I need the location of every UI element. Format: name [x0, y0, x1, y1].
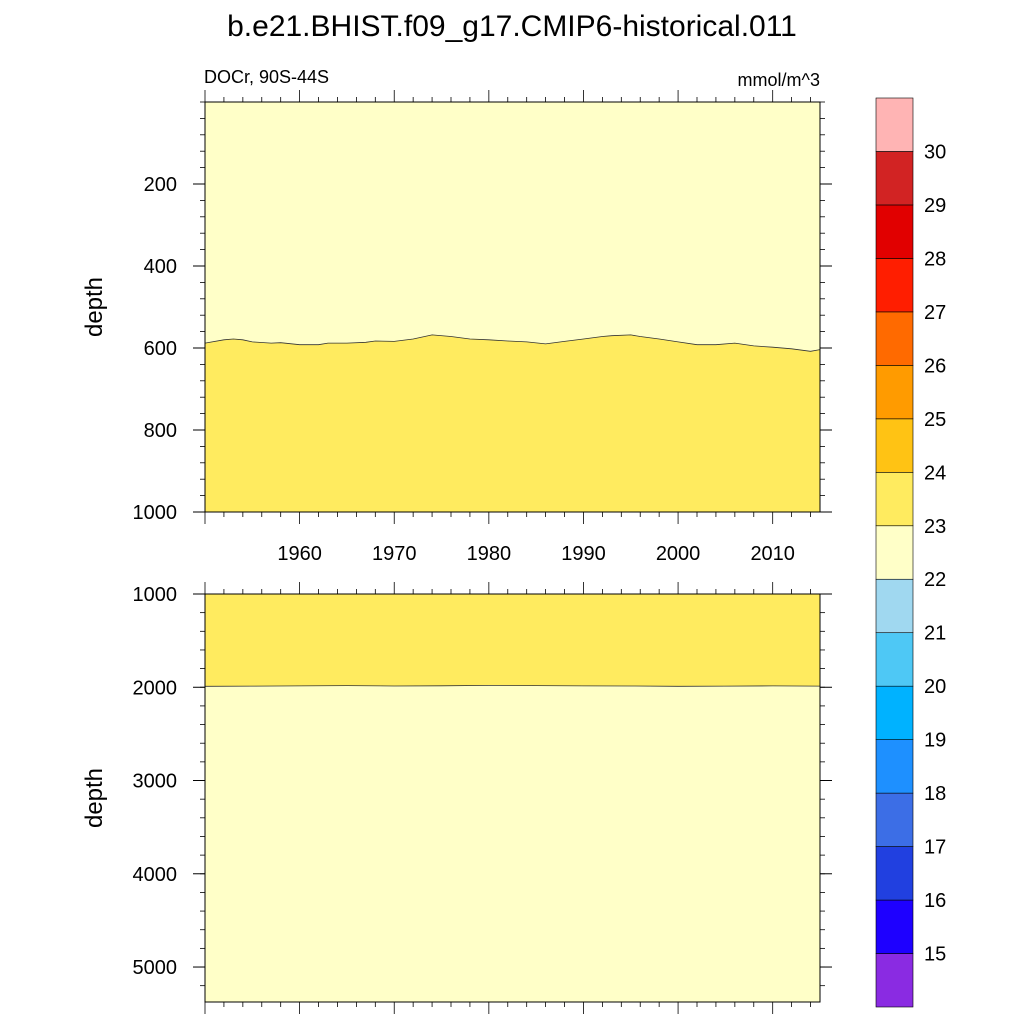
colorbar-label: 15	[924, 944, 946, 966]
colorbar-label: 19	[924, 730, 946, 752]
colorbar-label: 23	[924, 516, 946, 538]
colorbar-label: 22	[924, 569, 946, 591]
xtick-label: 1960	[277, 543, 322, 565]
colorbar-swatch	[875, 151, 914, 206]
ytick-label: 1000	[133, 502, 178, 524]
colorbar: 15 16 17 18 19 20 21 22 23 24 25 26 27 28 29 30	[875, 97, 946, 1008]
colorbar-label: 21	[924, 623, 946, 645]
colorbar-label: 17	[924, 837, 946, 859]
colorbar-label: 30	[924, 141, 946, 163]
region-below-contour	[205, 685, 820, 1002]
colorbar-swatch	[875, 418, 914, 473]
colorbar-swatch	[875, 204, 914, 259]
xtick-label: 1970	[372, 543, 417, 565]
colorbar-label: 18	[924, 783, 946, 805]
colorbar-label: 20	[924, 676, 946, 698]
subtitle-left: DOCr, 90S-44S	[204, 67, 329, 87]
ytick-label: 800	[144, 420, 177, 442]
ytick-label: 1000	[133, 584, 178, 606]
lower-panel: 1000 2000 3000 4000 5000 depth	[81, 582, 832, 1014]
y-axis-label: depth	[81, 277, 108, 337]
contour-line-22	[205, 684, 820, 687]
y-axis-label: depth	[81, 768, 108, 828]
plot-frame	[204, 593, 821, 1003]
colorbar-label: 27	[924, 302, 946, 324]
colorbar-label: 26	[924, 355, 946, 377]
ytick-label: 2000	[133, 677, 178, 699]
colorbar-swatch	[875, 899, 914, 954]
ytick-label: 5000	[133, 957, 178, 979]
ytick-label: 200	[144, 174, 177, 196]
colorbar-swatch	[875, 685, 914, 740]
ytick-label: 4000	[133, 864, 178, 886]
colorbar-swatch	[875, 365, 914, 420]
xtick-label: 1980	[467, 543, 512, 565]
chart-title: b.e21.BHIST.f09_g17.CMIP6-historical.011	[227, 10, 797, 43]
colorbar-label: 16	[924, 890, 946, 912]
ytick-label: 400	[144, 256, 177, 278]
subtitle-right: mmol/m^3	[738, 70, 820, 90]
colorbar-swatch	[875, 97, 914, 152]
colorbar-swatch	[875, 792, 914, 847]
plot-frame	[204, 101, 821, 513]
colorbar-label: 25	[924, 409, 946, 431]
contour-line-23	[205, 334, 820, 352]
colorbar-swatch	[875, 471, 914, 527]
colorbar-swatch	[875, 739, 914, 794]
colorbar-swatch	[875, 311, 914, 366]
colorbar-label: 29	[924, 195, 946, 217]
region-below-contour	[205, 334, 820, 512]
colorbar-label: 28	[924, 248, 946, 270]
colorbar-swatch	[875, 525, 914, 580]
colorbar-label: 24	[924, 462, 946, 484]
ytick-label: 3000	[133, 771, 178, 793]
colorbar-swatch	[875, 578, 914, 634]
xtick-label: 1990	[561, 543, 606, 565]
xtick-label: 2000	[656, 543, 701, 565]
colorbar-swatch	[875, 632, 914, 687]
colorbar-swatch	[875, 846, 914, 901]
colorbar-swatch	[875, 953, 914, 1008]
upper-panel: 200 400 600 800 1000 1960 1970 1980 1990 2000 2010…	[81, 90, 832, 565]
xtick-label: 2010	[750, 543, 795, 565]
ytick-label: 600	[144, 338, 177, 360]
colorbar-swatch	[875, 258, 914, 313]
